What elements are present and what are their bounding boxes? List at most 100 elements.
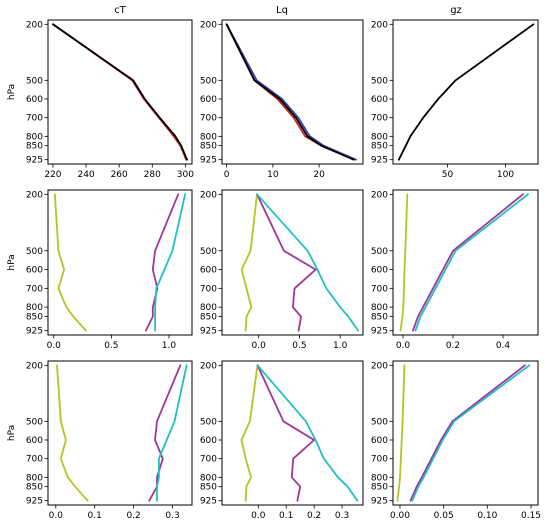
y-tick-label: 800 [371, 473, 388, 483]
series-line-teal [256, 193, 360, 332]
y-tick-label: 500 [371, 417, 388, 427]
y-tick-label: 850 [26, 142, 43, 152]
series-line-teal [411, 364, 531, 502]
x-tick-label: 240 [77, 170, 94, 180]
y-tick-label: 925 [371, 156, 388, 166]
series-line-teal [414, 193, 529, 332]
y-tick-label: 200 [26, 361, 43, 371]
x-tick-label: 220 [44, 170, 61, 180]
y-tick-label: 500 [26, 76, 43, 86]
x-tick-label: 0.3 [335, 511, 349, 521]
series-line-blue [52, 23, 188, 161]
y-tick-label: 925 [26, 327, 43, 337]
series-line-purple [148, 364, 182, 502]
axes-frame [392, 189, 539, 336]
x-tick-label: 0.15 [521, 511, 541, 521]
y-tick-label: 600 [200, 266, 217, 276]
y-tick-label: 700 [200, 455, 217, 465]
axes-frame [221, 19, 364, 165]
series-line-purple [256, 364, 316, 502]
y-tick-label: 800 [200, 473, 217, 483]
x-tick-label: 0.10 [477, 511, 497, 521]
series-line-blue [225, 23, 358, 161]
y-tick-label: 850 [26, 313, 43, 323]
y-tick-label: 800 [200, 132, 217, 142]
x-tick-label: 0.2 [126, 511, 140, 521]
y-tick-label: 200 [371, 190, 388, 200]
x-tick-label: 0.00 [390, 511, 410, 521]
y-tick-label: 925 [26, 497, 43, 507]
y-tick-label: 850 [371, 483, 388, 493]
y-tick-label: 925 [200, 497, 217, 507]
y-tick-label: 800 [26, 303, 43, 313]
y-tick-label: 700 [371, 284, 388, 294]
x-tick-label: 260 [111, 170, 128, 180]
series-line-olive [396, 364, 406, 502]
y-tick-label: 850 [200, 313, 217, 323]
y-tick-label: 500 [371, 247, 388, 257]
y-axis-label: hPa [7, 425, 17, 441]
x-tick-label: 0.1 [279, 511, 293, 521]
axes-frame [47, 360, 193, 506]
y-tick-label: 600 [371, 95, 388, 105]
y-tick-label: 925 [371, 327, 388, 337]
x-tick-label: 0.0 [47, 341, 62, 351]
y-tick-label: 700 [200, 114, 217, 124]
y-tick-label: 925 [200, 156, 217, 166]
y-tick-label: 925 [371, 497, 388, 507]
series-line-teal [154, 193, 187, 332]
x-tick-label: 100 [497, 170, 514, 180]
y-tick-label: 600 [26, 95, 43, 105]
axes-frame [47, 189, 193, 336]
x-tick-label: 0.3 [165, 511, 179, 521]
y-tick-label: 500 [26, 247, 43, 257]
x-tick-label: 0.0 [49, 511, 64, 521]
series-line-purple [409, 364, 526, 502]
x-tick-label: 0.5 [104, 341, 118, 351]
axes-frame [221, 189, 364, 336]
x-tick-label: 0.0 [251, 511, 266, 521]
y-tick-label: 925 [26, 156, 43, 166]
x-tick-label: 1.0 [162, 341, 177, 351]
series-line-olive [56, 364, 89, 502]
series-line-black [225, 23, 355, 161]
y-tick-label: 200 [200, 361, 217, 371]
y-tick-label: 700 [26, 284, 43, 294]
x-tick-label: 0.4 [496, 341, 511, 351]
y-tick-label: 600 [371, 436, 388, 446]
y-tick-label: 925 [200, 327, 217, 337]
y-tick-label: 200 [26, 190, 43, 200]
x-tick-label: 0.05 [434, 511, 454, 521]
y-tick-label: 700 [371, 114, 388, 124]
series-line-red [225, 23, 355, 161]
x-tick-label: 20 [313, 170, 325, 180]
y-tick-label: 200 [26, 20, 43, 30]
y-tick-label: 800 [26, 132, 43, 142]
y-tick-label: 600 [200, 436, 217, 446]
y-tick-label: 850 [371, 142, 388, 152]
x-tick-label: 0.1 [88, 511, 102, 521]
axes-frame [392, 19, 539, 165]
y-tick-label: 200 [371, 361, 388, 371]
x-tick-label: 0.0 [396, 341, 411, 351]
y-tick-label: 800 [371, 303, 388, 313]
y-tick-label: 500 [200, 247, 217, 257]
x-tick-label: 300 [177, 170, 194, 180]
x-tick-label: 50 [442, 170, 454, 180]
x-tick-label: 10 [267, 170, 279, 180]
series-line-purple [412, 193, 524, 332]
y-tick-label: 500 [200, 417, 217, 427]
series-line-black [397, 23, 535, 161]
series-line-red [52, 23, 188, 161]
y-tick-label: 700 [200, 284, 217, 294]
x-tick-label: 0.2 [307, 511, 321, 521]
y-tick-label: 800 [200, 303, 217, 313]
